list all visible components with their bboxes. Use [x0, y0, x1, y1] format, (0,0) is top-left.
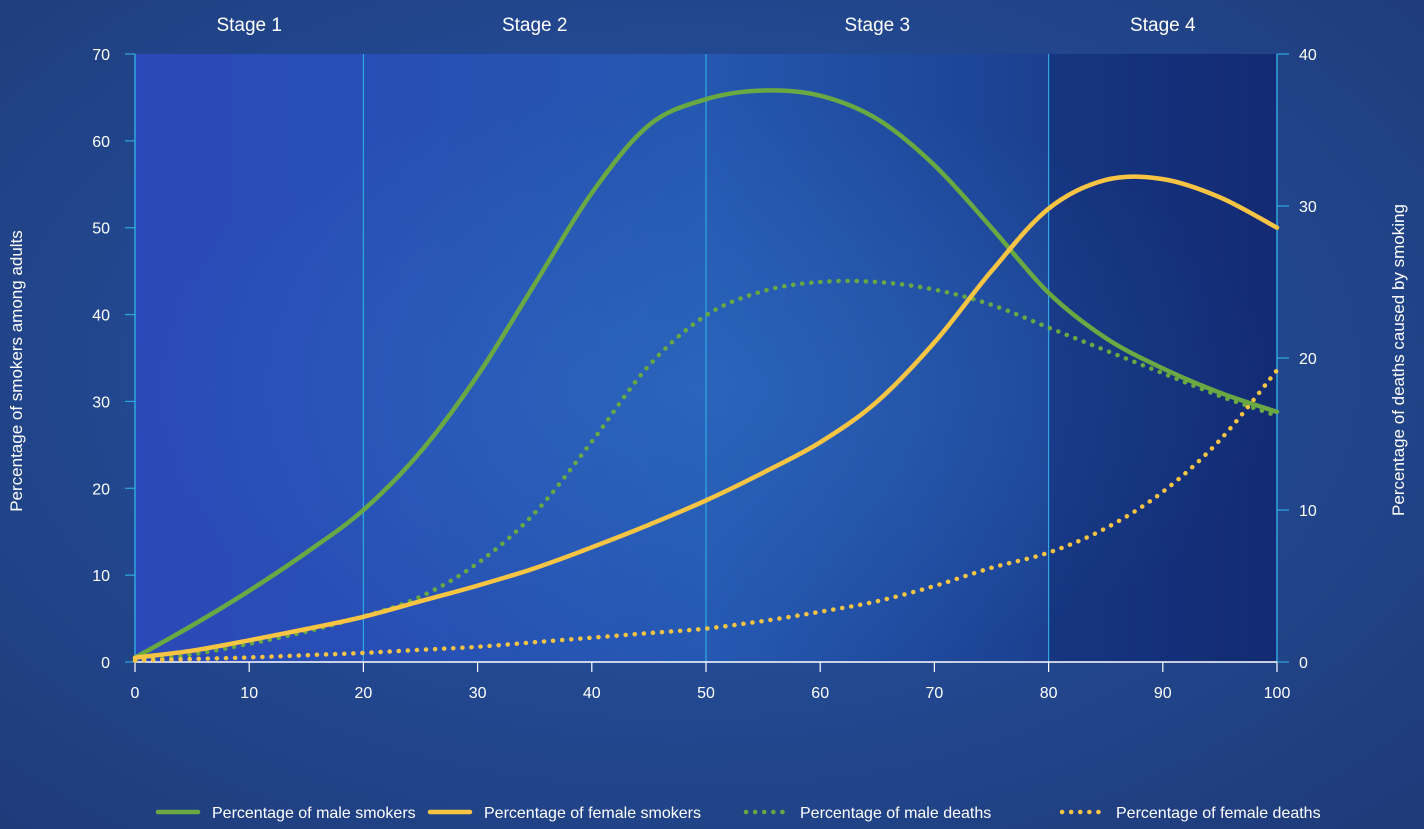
x-tick-label-70: 70	[926, 685, 944, 702]
y-tick-label-left-50: 50	[92, 221, 110, 238]
y-tick-label-left-40: 40	[92, 308, 110, 325]
stage-label-3: Stage 3	[845, 15, 911, 36]
legend-label-percentage-of-male-deaths: Percentage of male deaths	[800, 805, 991, 822]
y-tick-label-right-20: 20	[1299, 351, 1317, 368]
legend-label-percentage-of-female-deaths: Percentage of female deaths	[1116, 805, 1321, 822]
x-tick-label-20: 20	[355, 685, 373, 702]
y-tick-label-right-40: 40	[1299, 47, 1317, 64]
legend-label-percentage-of-male-smokers: Percentage of male smokers	[212, 805, 416, 822]
y-tick-label-left-0: 0	[101, 655, 110, 672]
x-tick-label-10: 10	[240, 685, 258, 702]
series-line-percentage-of-male-smokers	[132, 88, 1280, 660]
x-tick-label-30: 30	[469, 685, 487, 702]
x-tick-label-60: 60	[811, 685, 829, 702]
stage-label-2: Stage 2	[502, 15, 568, 36]
axes: 0 10 20 30 40 50 60 70 80 90 100 0 10 20 30 40 50 60 70 0 10…	[92, 47, 1317, 702]
y-tick-label-right-10: 10	[1299, 503, 1317, 520]
stage-labels: Stage 1 Stage 2 Stage 3 Stage 4	[216, 15, 1196, 36]
stage-label-4: Stage 4	[1130, 15, 1196, 36]
stage-label-1: Stage 1	[216, 15, 282, 36]
y-tick-label-left-70: 70	[92, 47, 110, 64]
y-axis-title-left: Percentage of smokers among adults	[7, 230, 26, 512]
y-axis-title-right: Percentage of deaths caused by smoking	[1389, 204, 1408, 516]
y-tick-label-left-30: 30	[92, 394, 110, 411]
x-tick-label-0: 0	[131, 685, 140, 702]
x-tick-label-50: 50	[697, 685, 715, 702]
y-tick-label-left-20: 20	[92, 481, 110, 498]
stage-divider-lines	[362, 54, 1050, 662]
x-tick-label-100: 100	[1264, 685, 1291, 702]
x-tick-label-80: 80	[1040, 685, 1058, 702]
x-tick-label-90: 90	[1154, 685, 1172, 702]
series-line-percentage-of-female-deaths	[132, 367, 1280, 663]
y-tick-label-left-60: 60	[92, 134, 110, 151]
series-line-percentage-of-female-smokers	[132, 174, 1280, 660]
series-layer	[132, 88, 1280, 663]
y-tick-label-right-0: 0	[1299, 655, 1308, 672]
stage-4-shade	[1048, 54, 1277, 662]
x-tick-label-40: 40	[583, 685, 601, 702]
y-tick-label-left-10: 10	[92, 568, 110, 585]
y-tick-label-right-30: 30	[1299, 199, 1317, 216]
legend-label-percentage-of-female-smokers: Percentage of female smokers	[484, 805, 701, 822]
legend: Percentage of male smokers Percentage of …	[155, 805, 1321, 822]
